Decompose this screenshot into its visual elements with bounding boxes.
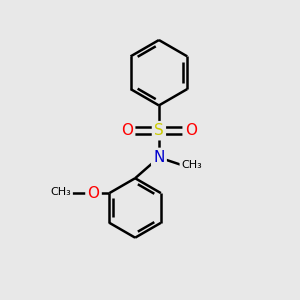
Text: S: S	[154, 123, 164, 138]
Text: N: N	[153, 150, 165, 165]
Text: O: O	[88, 186, 100, 201]
Text: O: O	[185, 123, 197, 138]
Text: CH₃: CH₃	[50, 187, 71, 196]
Text: O: O	[121, 123, 133, 138]
Text: CH₃: CH₃	[181, 160, 202, 170]
